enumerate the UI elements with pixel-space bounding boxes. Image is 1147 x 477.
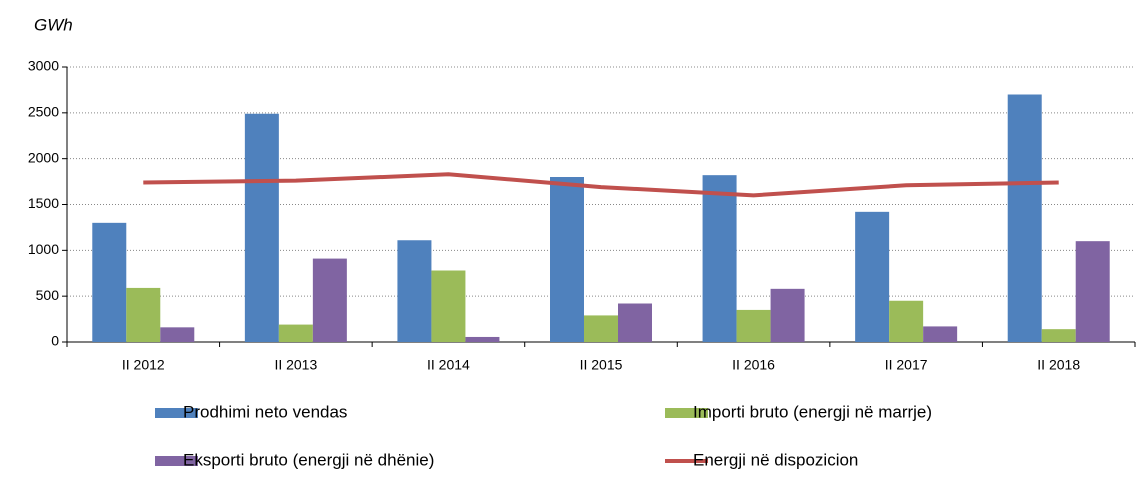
y-tick-label: 0	[51, 333, 59, 349]
bar	[160, 327, 195, 342]
legend-label: Importi bruto (energji në marrje)	[693, 402, 932, 421]
bar	[1041, 329, 1076, 342]
x-tick-label: II 2018	[1037, 357, 1080, 373]
y-tick-label: 1000	[28, 241, 59, 257]
bar	[244, 113, 279, 342]
y-tick-label: 2000	[28, 149, 59, 165]
x-tick-label: II 2016	[732, 357, 775, 373]
bar	[702, 175, 737, 342]
legend-swatch	[155, 456, 198, 466]
bar	[550, 177, 584, 342]
bar	[397, 240, 432, 342]
legend-label: Prodhimi neto vendas	[183, 402, 347, 421]
x-tick-label: II 2014	[427, 357, 470, 373]
bar	[584, 315, 618, 342]
legend-label: Eksporti bruto (energji në dhënie)	[183, 450, 434, 469]
bar	[923, 326, 958, 342]
bar	[1007, 94, 1042, 342]
bar	[126, 287, 161, 342]
y-tick-label: 3000	[28, 58, 59, 74]
bar	[770, 288, 805, 342]
bar	[92, 222, 127, 342]
bar	[431, 270, 466, 342]
legend-swatch	[665, 408, 708, 418]
bar	[736, 309, 771, 342]
legend-swatch	[155, 408, 198, 418]
y-tick-label: 500	[36, 287, 60, 303]
bar	[312, 258, 347, 342]
bar	[855, 211, 890, 342]
line	[143, 172, 1059, 198]
bar	[1075, 241, 1110, 342]
x-tick-label: II 2013	[274, 357, 317, 373]
x-tick-label: II 2017	[885, 357, 928, 373]
bar	[618, 303, 652, 342]
bar	[465, 336, 500, 342]
x-tick-label: II 2015	[580, 357, 623, 373]
y-tick-label: 2500	[28, 104, 59, 120]
x-tick-label: II 2012	[122, 357, 165, 373]
legend-label: Energji në dispozicion	[693, 450, 858, 469]
y-axis-label: GWh	[34, 15, 73, 34]
y-tick-label: 1500	[28, 195, 59, 211]
bar	[889, 300, 924, 342]
bar	[278, 324, 313, 342]
